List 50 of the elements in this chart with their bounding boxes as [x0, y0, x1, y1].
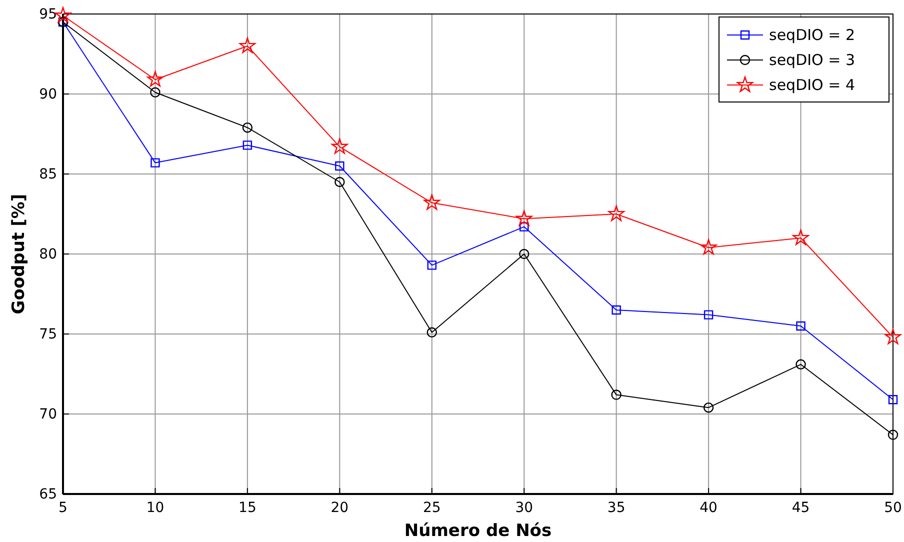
legend-label: seqDIO = 2: [769, 26, 855, 44]
x-tick-label: 35: [607, 500, 626, 516]
point: [239, 38, 256, 53]
point: [884, 328, 902, 344]
x-tick-label: 50: [884, 500, 902, 516]
point: [700, 239, 717, 255]
point: [147, 71, 164, 87]
point: [608, 206, 624, 221]
point: [888, 395, 898, 404]
point: [332, 138, 348, 154]
x-tick-label: 45: [792, 500, 810, 516]
point: [426, 327, 438, 338]
y-tick-label: 80: [39, 246, 57, 262]
point: [792, 230, 809, 245]
y-tick-label: 85: [39, 166, 57, 182]
point: [424, 194, 440, 210]
x-tick-label: 40: [700, 500, 718, 516]
point: [612, 305, 621, 315]
point: [518, 248, 530, 260]
point: [796, 321, 806, 331]
point: [334, 176, 345, 188]
point: [335, 161, 344, 171]
y-tick-label: 65: [39, 486, 57, 502]
y-tick-label: 90: [39, 86, 57, 102]
x-tick-label: 25: [422, 500, 441, 516]
point: [150, 87, 160, 98]
point: [242, 122, 253, 133]
point: [150, 158, 160, 168]
point: [704, 310, 714, 320]
y-tick-label: 75: [39, 326, 57, 342]
point: [54, 7, 72, 23]
legend-label: seqDIO = 4: [769, 76, 855, 94]
x-tick-label: 30: [515, 500, 534, 516]
point: [516, 210, 532, 226]
point: [242, 140, 252, 150]
point: [888, 430, 898, 440]
point: [611, 390, 622, 400]
x-axis-title: Número de Nós: [404, 521, 552, 541]
point: [427, 260, 436, 270]
point: [703, 402, 714, 413]
y-tick-label: 70: [39, 406, 57, 422]
point: [520, 222, 529, 232]
x-tick-label: 5: [58, 500, 68, 516]
y-axis-title: Goodput [%]: [9, 194, 29, 314]
x-tick-label: 15: [238, 500, 256, 516]
legend-label: seqDIO = 3: [769, 51, 855, 69]
x-tick-label: 10: [146, 500, 164, 516]
x-tick-label: 20: [330, 500, 349, 516]
point: [796, 359, 806, 370]
y-tick-label: 95: [39, 6, 57, 22]
